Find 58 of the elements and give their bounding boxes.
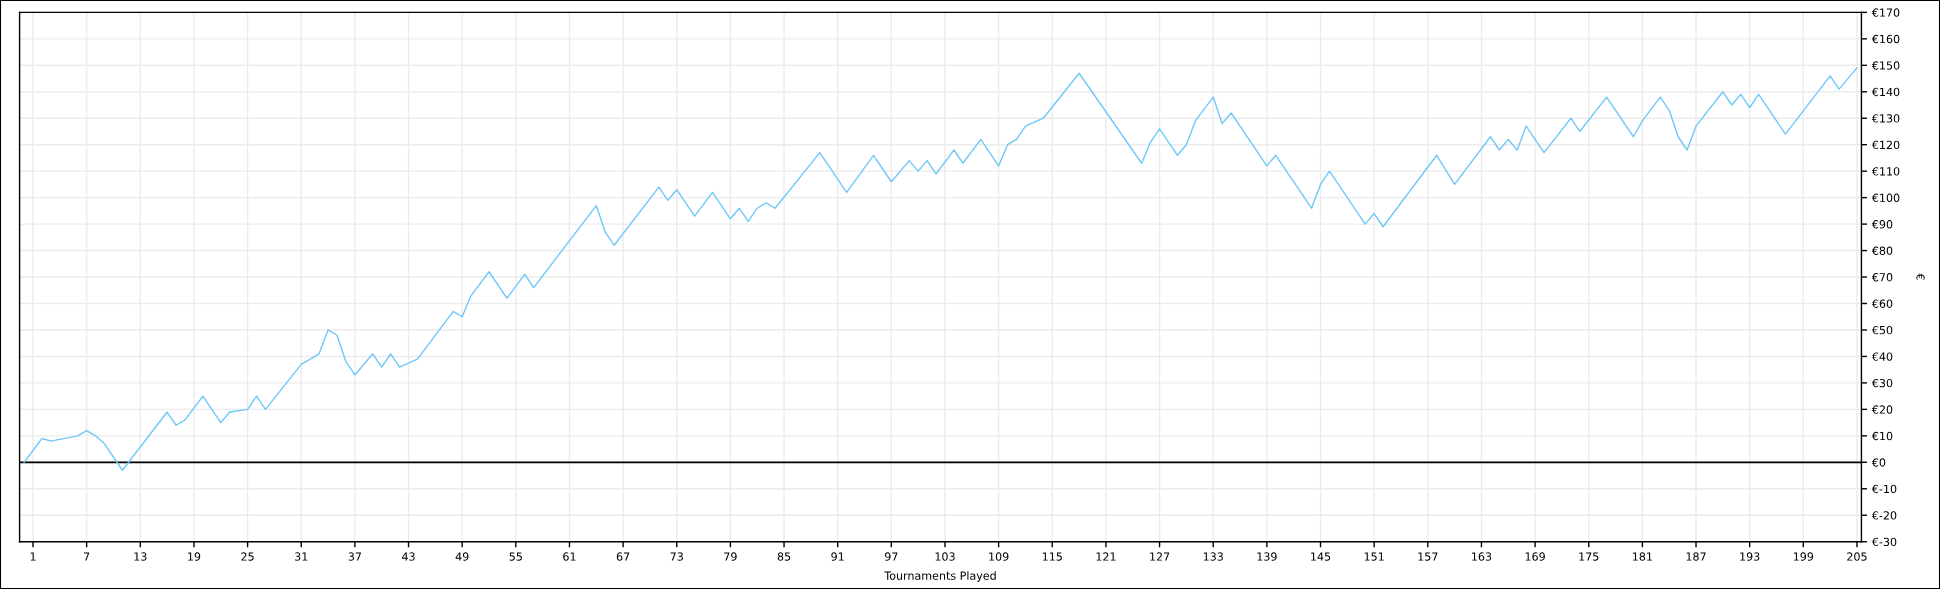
x-tick-label: 121 bbox=[1096, 552, 1116, 561]
x-tick-label: 169 bbox=[1525, 552, 1545, 561]
x-tick-label: 157 bbox=[1418, 552, 1438, 561]
x-tick-label: 187 bbox=[1686, 552, 1706, 561]
x-tick-label: 1 bbox=[30, 552, 36, 561]
y-tick-label: €160 bbox=[1871, 34, 1900, 44]
y-tick-label: €20 bbox=[1871, 405, 1893, 414]
y-tick-label: €120 bbox=[1871, 140, 1900, 150]
x-tick-label: 109 bbox=[989, 552, 1009, 561]
x-tick-label: 175 bbox=[1579, 552, 1599, 561]
y-tick-label: €-20 bbox=[1871, 511, 1897, 520]
y-tick-label: €170 bbox=[1871, 8, 1900, 17]
x-tick-label: 115 bbox=[1042, 552, 1062, 561]
x-tick-label: 139 bbox=[1257, 552, 1277, 561]
x-tick-label: 79 bbox=[724, 552, 737, 561]
y-axis-title: € bbox=[1916, 273, 1925, 280]
x-tick-label: 67 bbox=[616, 552, 630, 561]
x-tick-label: 85 bbox=[777, 552, 791, 561]
y-tick-label: €-10 bbox=[1871, 484, 1897, 494]
x-tick-label: 205 bbox=[1847, 552, 1867, 561]
x-tick-label: 91 bbox=[831, 552, 844, 561]
x-tick-label: 37 bbox=[348, 552, 361, 561]
y-tick-label: €60 bbox=[1871, 299, 1893, 308]
y-tick-label: €40 bbox=[1871, 352, 1893, 361]
x-tick-label: 73 bbox=[670, 552, 683, 561]
x-tick-label: 199 bbox=[1793, 552, 1814, 561]
y-tick-label: €30 bbox=[1871, 378, 1893, 388]
x-tick-label: 193 bbox=[1740, 552, 1760, 561]
x-tick-label: 55 bbox=[509, 552, 522, 561]
x-tick-label: 127 bbox=[1150, 552, 1170, 561]
x-tick-label: 61 bbox=[563, 552, 576, 561]
x-tick-label: 151 bbox=[1364, 552, 1384, 561]
y-tick-label: €90 bbox=[1871, 220, 1893, 229]
y-tick-label: €80 bbox=[1871, 246, 1893, 255]
x-tick-label: 31 bbox=[295, 552, 308, 561]
x-tick-label: 133 bbox=[1203, 552, 1223, 561]
x-tick-label: 97 bbox=[884, 552, 898, 561]
y-tick-label: €150 bbox=[1871, 61, 1900, 70]
x-tick-label: 43 bbox=[402, 552, 415, 561]
x-tick-label: 13 bbox=[134, 552, 147, 561]
x-tick-label: 103 bbox=[935, 552, 955, 561]
x-tick-label: 25 bbox=[241, 552, 254, 561]
x-axis-title: Tournaments Played bbox=[884, 571, 996, 582]
y-tick-label: €50 bbox=[1871, 325, 1893, 335]
x-tick-label: 19 bbox=[188, 552, 201, 561]
y-tick-label: €10 bbox=[1871, 431, 1893, 441]
x-tick-label: 7 bbox=[84, 552, 90, 561]
y-tick-label: €70 bbox=[1871, 273, 1893, 282]
x-tick-label: 145 bbox=[1311, 552, 1331, 561]
x-tick-label: 49 bbox=[455, 552, 469, 561]
y-tick-label: €0 bbox=[1871, 458, 1886, 467]
x-tick-label: 163 bbox=[1472, 552, 1492, 561]
y-tick-label: €-30 bbox=[1871, 537, 1897, 547]
x-tick-label: 181 bbox=[1632, 552, 1652, 561]
y-tick-label: €100 bbox=[1871, 193, 1900, 203]
y-tick-label: €140 bbox=[1871, 87, 1900, 97]
y-tick-label: €110 bbox=[1871, 167, 1900, 176]
y-tick-label: €130 bbox=[1871, 114, 1900, 123]
